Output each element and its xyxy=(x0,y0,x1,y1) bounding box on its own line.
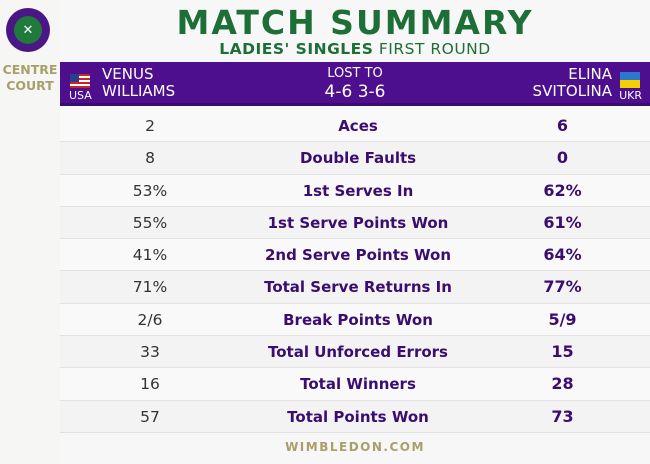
player2-value: 73 xyxy=(551,406,574,426)
player1-value: 53% xyxy=(132,181,168,200)
stat-label: 1st Serve Points Won xyxy=(267,213,449,232)
player2-country: UKR xyxy=(619,89,642,102)
event-subtitle: LADIES' SINGLES FIRST ROUND xyxy=(60,40,650,58)
match-result: LOST TO 4-6 3-6 xyxy=(60,66,650,102)
player2-value: 28 xyxy=(551,374,574,394)
player2-value: 0 xyxy=(556,148,569,168)
stat-label: 2nd Serve Points Won xyxy=(264,246,452,265)
stat-label: Total Serve Returns In xyxy=(264,278,452,297)
player2-name: ELINA SVITOLINA xyxy=(533,66,612,100)
player1-value: 2/6 xyxy=(137,310,163,329)
player2-value: 64% xyxy=(543,245,582,265)
stat-label: Double Faults xyxy=(299,149,417,168)
player1-value: 57 xyxy=(140,407,160,426)
court-name: CENTRE COURT xyxy=(0,62,60,94)
stat-row: 2 Aces 6 xyxy=(60,110,650,143)
player1-value: 33 xyxy=(140,343,160,362)
stat-row: 8 Double Faults 0 xyxy=(60,142,650,175)
player1-last: WILLIAMS xyxy=(102,82,176,100)
stat-row: 33 Total Unforced Errors 15 xyxy=(60,336,650,369)
player1-country: USA xyxy=(69,89,92,102)
player2-value: 15 xyxy=(551,342,574,362)
player2-value: 61% xyxy=(543,212,582,232)
court-line-2: COURT xyxy=(6,78,54,93)
stat-row: 2/6 Break Points Won 5/9 xyxy=(60,303,650,337)
stat-label: Break Points Won xyxy=(283,310,433,329)
crossed-rackets-icon: ✕ xyxy=(14,16,42,44)
page-title: MATCH SUMMARY xyxy=(176,3,534,42)
player2-value: 5/9 xyxy=(548,309,577,329)
stat-row: 55% 1st Serve Points Won 61% xyxy=(60,206,650,240)
stat-row: 57 Total Points Won 73 xyxy=(60,400,650,433)
player2-value: 77% xyxy=(543,277,582,297)
player1-name: VENUS WILLIAMS xyxy=(102,66,175,100)
side-panel: ✕ CENTRE COURT xyxy=(0,0,60,464)
players-band: USA VENUS WILLIAMS LOST TO 4-6 3-6 ELINA… xyxy=(60,62,650,106)
player2-last: SVITOLINA xyxy=(532,82,612,100)
stat-row: 53% 1st Serves In 62% xyxy=(60,174,650,207)
stat-label: Total Unforced Errors xyxy=(268,343,448,362)
wimbledon-logo: ✕ xyxy=(6,8,50,52)
player1-first: VENUS xyxy=(102,65,154,83)
court-line-1: CENTRE xyxy=(2,62,58,77)
result-label: LOST TO xyxy=(327,66,383,81)
usa-flag-icon xyxy=(70,74,90,88)
stat-label: Total Points Won xyxy=(287,407,429,426)
player2-value: 62% xyxy=(543,180,582,200)
event-name: LADIES' SINGLES xyxy=(219,40,374,58)
player1-value: 71% xyxy=(132,278,168,297)
player1-value: 41% xyxy=(132,246,168,265)
stats-table: 2 Aces 6 8 Double Faults 0 53% 1st Serves In 62%… xyxy=(60,110,650,433)
player1-value: 2 xyxy=(145,117,155,135)
player2-value: 6 xyxy=(556,116,569,135)
player1-value: 8 xyxy=(145,149,155,168)
stat-row: 16 Total Winners 28 xyxy=(60,368,650,401)
stat-label: Total Winners xyxy=(300,375,416,394)
stat-row: 41% 2nd Serve Points Won 64% xyxy=(60,239,650,272)
stat-label: Aces xyxy=(338,117,378,135)
player2-first: ELINA xyxy=(568,65,612,83)
stat-row: 71% Total Serve Returns In 77% xyxy=(60,271,650,304)
player1-value: 16 xyxy=(140,375,160,394)
match-score: 4-6 3-6 xyxy=(324,82,386,102)
player1-value: 55% xyxy=(132,213,168,232)
stat-label: 1st Serves In xyxy=(302,181,414,200)
round-name: FIRST ROUND xyxy=(378,40,491,58)
summary-panel: MATCH SUMMARY LADIES' SINGLES FIRST ROUN… xyxy=(60,0,650,464)
ukraine-flag-icon xyxy=(620,72,640,88)
footer-url: WIMBLEDON.COM xyxy=(285,440,425,454)
